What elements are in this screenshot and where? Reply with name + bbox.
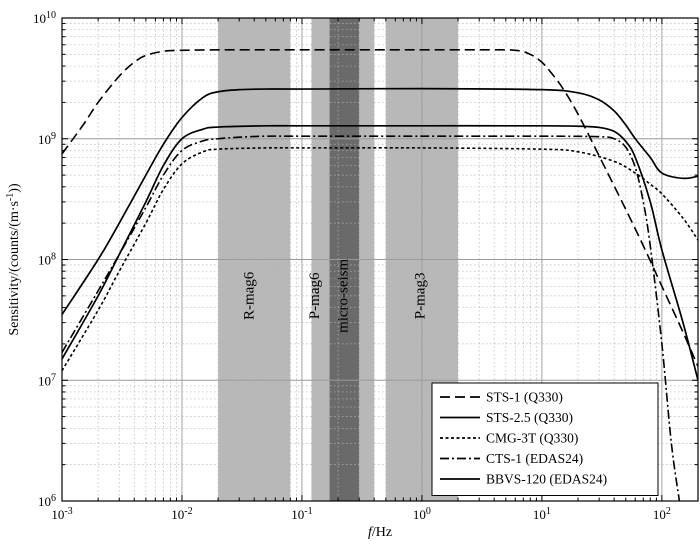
band-label-1: P-mag6 (307, 272, 323, 319)
legend-label-2: CMG-3T (Q330) (486, 431, 578, 446)
legend-items: STS-1 (Q330) STS-2.5 (Q330) CMG-3T (Q330) C… (440, 390, 607, 487)
band-label-0: R-mag6 (242, 271, 258, 320)
x-axis-label-unit: /Hz (372, 525, 392, 540)
x-tick-label-1: 10-2 (171, 506, 192, 523)
y-axis-label-sup: -1 (5, 193, 16, 201)
grid (61, 17, 699, 502)
legend-label-3: CTS-1 (EDAS24) (486, 451, 583, 466)
x-tick-label-3: 100 (413, 506, 431, 523)
legend: STS-1 (Q330) STS-2.5 (Q330) CMG-3T (Q330) C… (431, 382, 659, 496)
x-tick-label-4: 101 (533, 506, 551, 523)
legend-label-1: STS-2.5 (Q330) (486, 410, 573, 425)
series-line-1 (62, 87, 698, 316)
legend-label-4: BBVS-120 (EDAS24) (486, 472, 607, 487)
legend-box (431, 382, 659, 496)
y-tick-label-1: 107 (38, 372, 56, 389)
y-axis-label-prefix: Sensitivity/(counts/(m·s (7, 201, 22, 336)
x-tick-label-5: 102 (653, 506, 671, 523)
y-axis-label-suffix: )) (7, 183, 22, 193)
band-label-2: micro-seism (336, 258, 352, 332)
series-line-2 (62, 146, 698, 372)
y-tick-label-4: 1010 (33, 10, 56, 27)
y-tick-label-0: 106 (38, 493, 56, 510)
series-line-3 (62, 135, 681, 501)
series-lines (62, 48, 698, 501)
x-axis-label: f/Hz (368, 525, 392, 540)
y-tick-label-3: 109 (38, 130, 56, 147)
band-label-3: P-mag3 (412, 273, 428, 320)
series-line-0 (62, 48, 698, 367)
series-line-4 (62, 124, 698, 381)
y-tick-label-2: 108 (38, 251, 56, 268)
band-labels: R-mag6 P-mag6 micro-seism P-mag3 (242, 258, 429, 332)
legend-label-0: STS-1 (Q330) (486, 390, 563, 405)
y-axis-label: Sensitivity/(counts/(m·s-1)) (5, 183, 23, 336)
axis-ticks: 10-3 10-2 10-1 100 101 102 106 107 108 109 1010 (33, 10, 699, 523)
x-axis-label-italic: f (368, 525, 374, 540)
x-tick-label-2: 10-1 (291, 506, 312, 523)
x-tick-label-0: 10-3 (51, 506, 72, 523)
